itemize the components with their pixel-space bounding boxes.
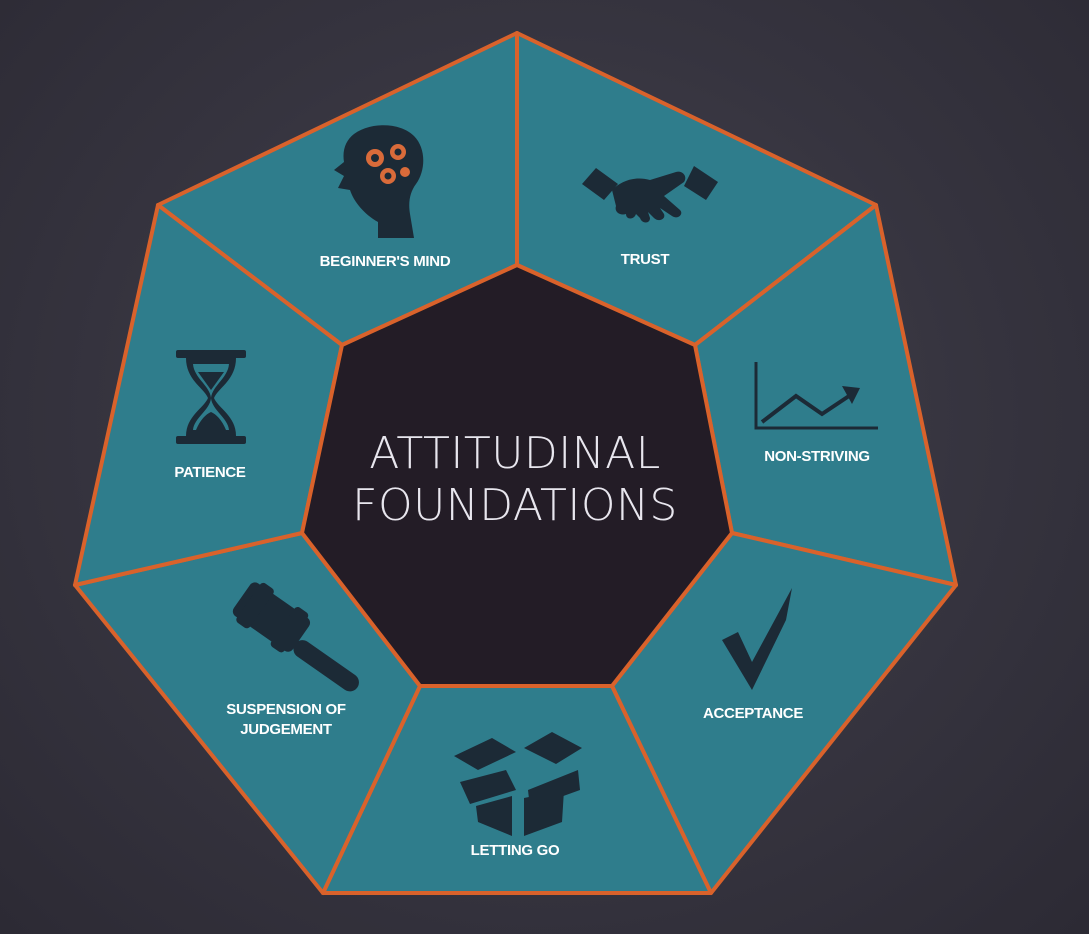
trend-chart-icon (754, 362, 878, 430)
label-beginners-mind: BEGINNER'S MIND (319, 253, 451, 270)
label-suspension-line2: JUDGEMENT (240, 721, 332, 738)
label-suspension-of-judgement: SUSPENSION OF JUDGEMENT (226, 700, 346, 740)
center-title-line2: FOUNDATIONS (352, 480, 678, 531)
checkmark-icon (722, 588, 792, 690)
hourglass-icon (176, 350, 246, 444)
label-patience: PATIENCE (174, 464, 246, 481)
label-acceptance: ACCEPTANCE (702, 705, 804, 722)
center-title-line1: ATTITUDINAL (369, 428, 661, 479)
center-heptagon (300, 263, 734, 688)
center-title: ATTITUDINAL FOUNDATIONS (352, 428, 678, 532)
label-trust: TRUST (620, 251, 670, 268)
open-box-icon (454, 732, 582, 836)
label-non-striving: NON-STRIVING (764, 448, 870, 465)
handshake-icon (582, 166, 718, 223)
gavel-icon (232, 582, 359, 692)
label-suspension-line1: SUSPENSION OF (226, 701, 346, 718)
label-letting-go: LETTING GO (470, 842, 560, 859)
head-gears-icon (334, 125, 424, 238)
